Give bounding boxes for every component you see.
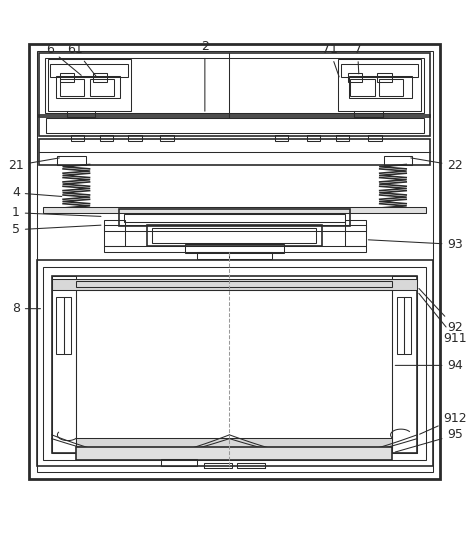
Text: 912: 912 [419,412,467,434]
Text: 21: 21 [8,158,59,172]
Bar [29,44,440,479]
Text: 1: 1 [12,206,101,219]
Bar [90,79,114,96]
Bar [350,79,375,96]
Bar [48,59,131,111]
Bar [147,224,322,246]
Bar [45,57,424,113]
Bar [43,207,426,213]
Text: 22: 22 [411,158,463,172]
Bar [152,228,317,243]
Bar [185,244,284,253]
Bar [36,51,433,471]
Bar [379,79,403,96]
Bar [56,297,64,353]
Bar [204,463,232,468]
Bar [368,135,382,141]
Text: 6: 6 [46,43,81,75]
Bar [76,438,392,448]
Bar [52,275,417,453]
Text: 94: 94 [395,359,463,372]
Text: 8: 8 [12,302,40,315]
Text: 95: 95 [395,429,463,452]
Text: 4: 4 [12,186,62,199]
Bar [52,275,76,453]
Text: 93: 93 [368,238,463,251]
Bar [161,459,197,466]
Bar [76,281,392,287]
Bar [124,214,345,222]
Bar [60,74,74,82]
Bar [160,135,173,141]
Bar [57,156,86,164]
Bar [93,74,107,82]
Bar [237,463,265,468]
Bar [197,252,273,259]
Text: 92: 92 [419,288,463,334]
Bar [307,135,320,141]
Bar [56,76,120,98]
Bar [76,290,392,448]
Bar [46,118,424,133]
Bar [348,76,412,98]
Bar [347,74,362,82]
Bar [39,139,430,164]
Bar [39,115,430,136]
Text: 2: 2 [201,40,209,111]
Bar [404,297,411,353]
Bar [71,135,84,141]
Bar [36,260,433,466]
Bar [275,135,288,141]
Bar [39,54,430,117]
Bar [338,59,421,111]
Text: 911: 911 [419,293,467,345]
Text: 71: 71 [322,43,339,77]
Bar [104,224,365,231]
Bar [60,79,84,96]
Bar [377,74,392,82]
Bar [336,135,349,141]
Bar [100,135,113,141]
Bar [128,135,142,141]
Text: 5: 5 [12,223,101,236]
Bar [76,447,392,460]
Bar [340,64,419,77]
Bar [392,275,417,453]
Bar [345,220,365,246]
Bar [52,279,417,290]
Text: 7: 7 [354,43,362,74]
Bar [43,267,426,460]
Text: 61: 61 [67,43,97,77]
Bar [383,156,412,164]
Bar [50,64,128,77]
Bar [119,209,350,226]
Bar [64,297,71,353]
Bar [104,220,125,246]
Bar [397,297,404,353]
Bar [104,246,365,252]
